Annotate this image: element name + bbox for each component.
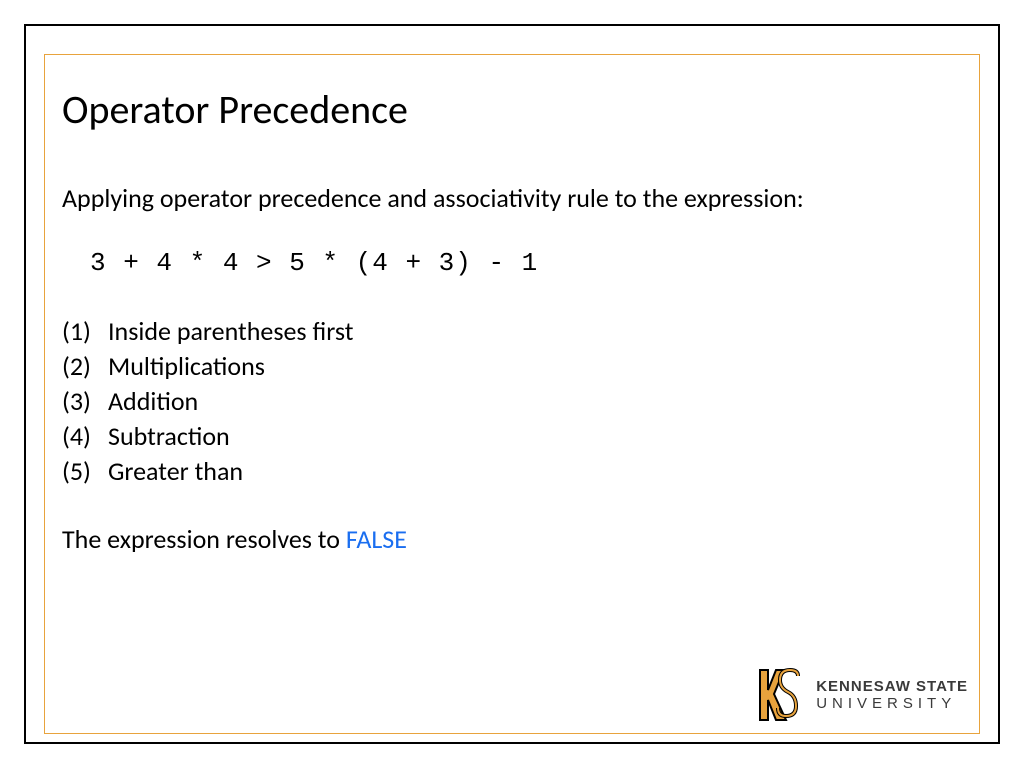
step-number: (2) — [62, 349, 108, 384]
step-text: Inside parentheses first — [108, 314, 353, 349]
step-text: Greater than — [108, 454, 243, 489]
step-text: Subtraction — [108, 419, 230, 454]
steps-list: (1) Inside parentheses first (2) Multipl… — [62, 314, 962, 489]
step-item: (1) Inside parentheses first — [62, 314, 962, 349]
logo-line1: KENNESAW STATE — [816, 679, 968, 694]
step-item: (4) Subtraction — [62, 419, 962, 454]
slide-title: Operator Precedence — [62, 85, 962, 134]
conclusion-value: FALSE — [346, 523, 407, 555]
step-item: (3) Addition — [62, 384, 962, 419]
expression-text: 3 + 4 * 4 > 5 * (4 + 3) - 1 — [90, 248, 962, 278]
step-text: Addition — [108, 384, 198, 419]
slide-content: Operator Precedence Applying operator pr… — [62, 85, 962, 718]
step-number: (5) — [62, 454, 108, 489]
step-item: (5) Greater than — [62, 454, 962, 489]
conclusion-prefix: The expression resolves to — [62, 523, 346, 555]
intro-text: Applying operator precedence and associa… — [62, 182, 962, 216]
step-number: (4) — [62, 419, 108, 454]
conclusion: The expression resolves to FALSE — [62, 523, 962, 555]
university-logo: KENNESAW STATE UNIVERSITY — [754, 666, 968, 724]
step-number: (1) — [62, 314, 108, 349]
step-number: (3) — [62, 384, 108, 419]
step-item: (2) Multiplications — [62, 349, 962, 384]
logo-mark-icon — [754, 666, 806, 724]
logo-line2: UNIVERSITY — [816, 696, 968, 711]
logo-text: KENNESAW STATE UNIVERSITY — [816, 679, 968, 711]
step-text: Multiplications — [108, 349, 265, 384]
